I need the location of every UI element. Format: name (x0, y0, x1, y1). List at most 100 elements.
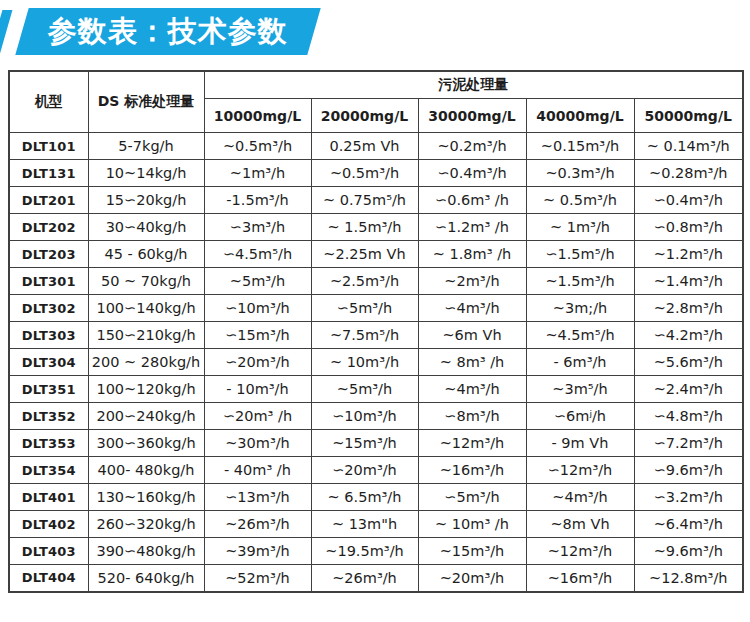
value-cell: ~2m³/h (418, 268, 526, 295)
value-cell: ~4.5m⁵/h (526, 322, 634, 349)
value-cell: ~ 1.8m³ /h (418, 241, 526, 268)
value-cell: ~2.25m Vh (311, 241, 418, 268)
value-cell: ~20m³/h (418, 565, 526, 592)
value-cell: ~9.6m³/h (634, 538, 743, 565)
value-cell: ~ 13m"h (311, 511, 418, 538)
page: 参数表：技术参数 机型 DS 标准处理量 污泥处理量 10000mg/L (0, 0, 750, 622)
parameters-table-container: 机型 DS 标准处理量 污泥处理量 10000mg/L 20000mg/L 30… (8, 70, 744, 593)
value-cell: ~19.5m³/h (311, 538, 418, 565)
table-row: DLT353 300∽360kg/h ~30m³/h ~15m³/h ~12m³… (9, 430, 743, 457)
value-cell: ~5.6m³/h (634, 349, 743, 376)
table-row: DLT202 30∽40kg/h ∽3m³/h ~ 1.5m³/h ∽1.2m³… (9, 214, 743, 241)
value-cell: ~1.5m³/h (526, 268, 634, 295)
model-cell: DLT402 (9, 511, 88, 538)
value-cell: ~1m³/h (204, 160, 311, 187)
model-cell: DLT202 (9, 214, 88, 241)
header-ds-capacity: DS 标准处理量 (88, 71, 204, 133)
value-cell: ~0.5m³/h (311, 160, 418, 187)
value-cell: ∽20m³ /h (204, 403, 311, 430)
ds-cell: 100~120kg/h (88, 376, 204, 403)
ds-cell: 300∽360kg/h (88, 430, 204, 457)
value-cell: ~2.4m³/h (634, 376, 743, 403)
ds-cell: 400- 480kg/h (88, 457, 204, 484)
value-cell: - 9m Vh (526, 430, 634, 457)
model-cell: DLT131 (9, 160, 88, 187)
value-cell: ~4m³/h (526, 484, 634, 511)
table-row: DLT401 130~160kg/h ∽13m³/h ~ 6.5m³/h ∽5m… (9, 484, 743, 511)
model-cell: DLT304 (9, 349, 88, 376)
banner-decoration (0, 10, 12, 55)
ds-cell: 150∽210kg/h (88, 322, 204, 349)
value-cell: ~ 1.5m³/h (311, 214, 418, 241)
value-cell: ~16m³/h (418, 457, 526, 484)
table-row: DLT203 45 - 60kg/h ∽4.5m⁵/h ~2.25m Vh ~ … (9, 241, 743, 268)
value-cell: -1.5m³/h (204, 187, 311, 214)
model-cell: DLT354 (9, 457, 88, 484)
model-cell: DLT351 (9, 376, 88, 403)
value-cell: ∽0.4m³/h (418, 160, 526, 187)
value-cell: ∽15m³/h (204, 322, 311, 349)
table-header: 机型 DS 标准处理量 污泥处理量 10000mg/L 20000mg/L 30… (9, 71, 743, 133)
value-cell: ~ 10m³ /h (418, 511, 526, 538)
model-cell: DLT301 (9, 268, 88, 295)
ds-cell: 100∽140kg/h (88, 295, 204, 322)
value-cell: ∽4.8m³/h (634, 403, 743, 430)
table-row: DLT303 150∽210kg/h ∽15m³/h ~7.5m⁵/h ~6m … (9, 322, 743, 349)
value-cell: ∽7.2m³/h (634, 430, 743, 457)
value-cell: ∽10m³/h (311, 403, 418, 430)
value-cell: ∽20m³/h (204, 349, 311, 376)
ds-cell: 30∽40kg/h (88, 214, 204, 241)
value-cell: ~ 0.5m³/h (526, 187, 634, 214)
header-model: 机型 (9, 71, 88, 133)
value-cell: - 40m³ /h (204, 457, 311, 484)
value-cell: - 6m³/h (526, 349, 634, 376)
value-cell: ~ 6.5m³/h (311, 484, 418, 511)
value-cell: ~3m;/h (526, 295, 634, 322)
model-cell: DLT404 (9, 565, 88, 592)
value-cell: ∽5m³/h (311, 295, 418, 322)
value-cell: ~ 8m³ /h (418, 349, 526, 376)
value-cell: ∽8m³/h (418, 403, 526, 430)
table-row: DLT354 400- 480kg/h - 40m³ /h ∽20m³/h ~1… (9, 457, 743, 484)
ds-cell: 130~160kg/h (88, 484, 204, 511)
value-cell: ∽0.8m³/h (634, 214, 743, 241)
ds-cell: 15∽20kg/h (88, 187, 204, 214)
table-row: DLT101 5-7kg/h ~0.5m³/h 0.25m Vh ~0.2m³/… (9, 133, 743, 160)
value-cell: - 10m³/h (204, 376, 311, 403)
value-cell: ~39m³/h (204, 538, 311, 565)
value-cell: ∽0.6m³ /h (418, 187, 526, 214)
value-cell: ~12m³/h (526, 538, 634, 565)
value-cell: ∽13m³/h (204, 484, 311, 511)
model-cell: DLT101 (9, 133, 88, 160)
parameters-table: 机型 DS 标准处理量 污泥处理量 10000mg/L 20000mg/L 30… (8, 70, 744, 593)
table-row: DLT352 200∽240kg/h ∽20m³ /h ∽10m³/h ∽8m³… (9, 403, 743, 430)
value-cell: ∽5m³/h (418, 484, 526, 511)
value-cell: ~12m³/h (418, 430, 526, 457)
value-cell: ~3m⁵/h (526, 376, 634, 403)
header-concentration-40000: 40000mg/L (526, 99, 634, 133)
header-concentration-50000: 50000mg/L (634, 99, 743, 133)
model-cell: DLT352 (9, 403, 88, 430)
ds-cell: 200∽240kg/h (88, 403, 204, 430)
value-cell: ∽12m³/h (526, 457, 634, 484)
value-cell: ~15m³/h (311, 430, 418, 457)
value-cell: ∽4.5m⁵/h (204, 241, 311, 268)
page-title: 参数表：技术参数 (48, 12, 288, 52)
value-cell: ∽3.2m³/h (634, 484, 743, 511)
value-cell: ~1.2m⁵/h (634, 241, 743, 268)
header-sludge-capacity-group: 污泥处理量 (204, 71, 743, 99)
value-cell: ~ 0.14m³/h (634, 133, 743, 160)
value-cell: ~5m³/h (204, 268, 311, 295)
page-title-banner: 参数表：技术参数 (15, 8, 320, 55)
value-cell: ~ 0.75m⁵/h (311, 187, 418, 214)
value-cell: ~ 1m³/h (526, 214, 634, 241)
ds-cell: 45 - 60kg/h (88, 241, 204, 268)
table-row: DLT301 50 ~ 70kg/h ~5m³/h ~2.5m³/h ~2m³/… (9, 268, 743, 295)
model-cell: DLT303 (9, 322, 88, 349)
value-cell: ~0.28m³/h (634, 160, 743, 187)
model-cell: DLT353 (9, 430, 88, 457)
value-cell: ∽10m³/h (204, 295, 311, 322)
ds-cell: 520- 640kg/h (88, 565, 204, 592)
table-row: DLT404 520- 640kg/h ~52m³/h ~26m³/h ~20m… (9, 565, 743, 592)
model-cell: DLT403 (9, 538, 88, 565)
